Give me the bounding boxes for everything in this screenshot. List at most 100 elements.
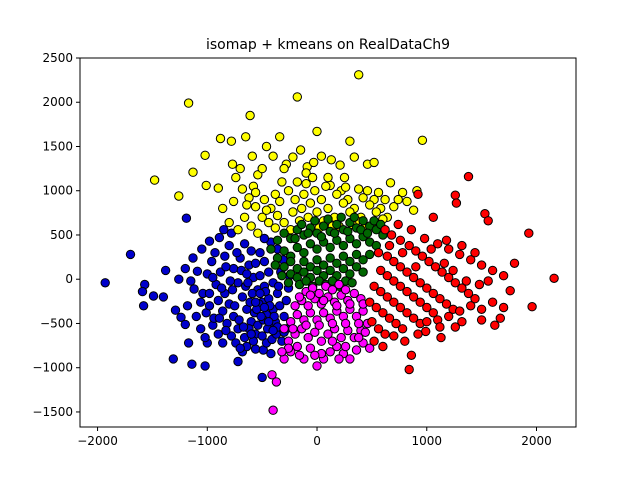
data-point <box>395 302 406 313</box>
data-point <box>470 294 480 304</box>
data-point <box>299 248 309 258</box>
data-point <box>267 370 277 380</box>
data-point <box>474 279 485 290</box>
data-point <box>466 301 476 311</box>
data-point <box>323 172 333 183</box>
data-point <box>281 295 291 306</box>
data-point <box>312 265 322 276</box>
data-point <box>384 240 395 251</box>
data-point <box>196 324 206 334</box>
data-point <box>345 269 355 279</box>
data-point <box>158 292 169 302</box>
data-point <box>326 155 336 165</box>
data-point <box>310 186 320 196</box>
data-point <box>378 308 388 318</box>
data-point <box>457 317 467 327</box>
data-point <box>408 292 419 302</box>
data-point <box>279 246 289 256</box>
data-point <box>437 267 447 277</box>
data-point <box>239 239 250 249</box>
data-point <box>279 217 289 228</box>
data-point <box>365 249 375 260</box>
data-point <box>255 248 265 258</box>
data-point <box>197 244 207 254</box>
data-point <box>196 297 206 307</box>
data-point <box>253 228 263 238</box>
data-point <box>439 258 449 268</box>
data-point <box>188 253 198 263</box>
data-point <box>277 271 287 281</box>
data-point <box>277 177 287 187</box>
data-point <box>268 325 278 336</box>
chart-title: isomap + kmeans on RealDataCh9 <box>206 37 450 53</box>
data-point <box>338 251 349 261</box>
data-point <box>312 255 322 265</box>
data-point <box>314 320 324 330</box>
data-point <box>335 160 345 170</box>
x-tick-label: 0 <box>313 434 321 448</box>
data-point <box>204 236 215 246</box>
data-point <box>204 301 215 311</box>
data-point <box>290 194 300 205</box>
data-point <box>170 305 181 315</box>
data-point <box>345 299 355 309</box>
data-point <box>325 347 335 357</box>
data-point <box>338 198 349 208</box>
data-point <box>246 246 256 256</box>
data-point <box>316 194 327 205</box>
data-point <box>216 283 227 293</box>
data-point <box>455 249 465 260</box>
data-point <box>402 286 412 297</box>
data-point <box>270 223 280 233</box>
data-point <box>334 279 344 290</box>
data-point <box>279 163 289 174</box>
data-point <box>384 313 395 323</box>
y-tick-label: 1000 <box>42 184 73 198</box>
data-point <box>406 350 417 360</box>
data-point <box>476 304 487 314</box>
data-point <box>188 167 198 177</box>
data-point <box>255 288 265 299</box>
data-point <box>208 272 218 283</box>
data-point <box>303 301 313 311</box>
data-point <box>246 221 256 231</box>
data-point <box>428 288 438 299</box>
data-point <box>288 152 298 162</box>
data-point <box>371 207 381 217</box>
data-point <box>213 183 224 193</box>
data-point <box>305 198 316 208</box>
data-point <box>470 248 480 258</box>
data-point <box>270 260 280 270</box>
data-point <box>378 341 388 352</box>
data-point <box>301 168 311 178</box>
data-point <box>385 178 396 188</box>
data-point <box>292 177 302 187</box>
axis-ticks: −2000 −1000 0 1000 2000 −1500 −1000 −500 0 500 100… <box>32 51 551 448</box>
data-point <box>404 240 414 251</box>
data-point <box>461 276 471 286</box>
data-point <box>389 297 399 307</box>
data-point <box>125 249 136 260</box>
data-point <box>275 196 285 207</box>
data-point <box>183 338 194 348</box>
data-point <box>316 336 327 346</box>
data-point <box>402 267 412 277</box>
data-point <box>227 285 238 295</box>
data-point <box>261 141 272 152</box>
data-point <box>235 343 245 353</box>
data-point <box>340 341 351 352</box>
data-point <box>393 219 403 230</box>
data-point <box>336 212 346 223</box>
data-point <box>219 225 229 235</box>
data-point <box>299 256 309 267</box>
data-point <box>338 240 349 251</box>
data-point <box>411 262 421 272</box>
data-point <box>395 281 406 291</box>
data-point <box>191 311 202 322</box>
data-point <box>382 292 392 302</box>
data-point <box>354 318 364 329</box>
data-point <box>176 312 186 322</box>
data-point <box>325 265 335 276</box>
data-point <box>241 132 251 142</box>
data-point <box>316 151 327 161</box>
